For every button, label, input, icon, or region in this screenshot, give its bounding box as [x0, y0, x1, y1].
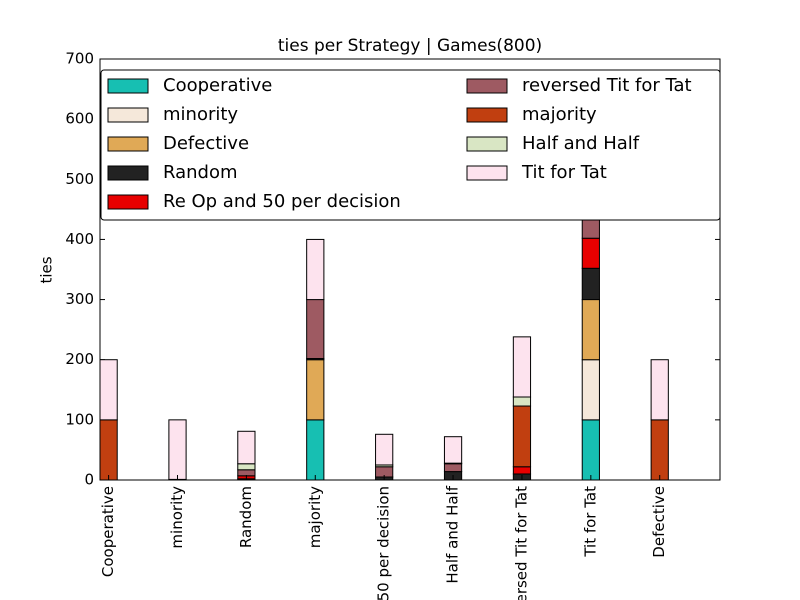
x-tick-label: Defective	[650, 486, 668, 558]
y-tick-label: 0	[84, 471, 94, 489]
bar-segment	[581, 359, 600, 421]
y-tick-label: 400	[65, 230, 94, 248]
x-tick-label: reversed Tit for Tat	[512, 486, 530, 600]
bar-segment	[512, 466, 532, 475]
legend-label: Re Op and 50 per decision	[163, 191, 401, 212]
legend-label: Tit for Tat	[521, 162, 607, 183]
legend-swatch	[107, 194, 149, 210]
y-axis-label: ties	[38, 256, 56, 283]
bar-segment	[512, 405, 532, 468]
bar-segment	[581, 237, 600, 269]
y-tick-label: 700	[65, 50, 94, 68]
x-tick-label: Cooperative	[99, 486, 117, 577]
x-tick-label: Half and Half	[444, 485, 462, 583]
bar-segment	[306, 238, 325, 301]
y-tick-label: 300	[65, 290, 94, 308]
legend-swatch	[466, 136, 508, 152]
legend-label: Defective	[163, 133, 249, 154]
bar-segment	[306, 299, 325, 360]
bar-segment	[237, 469, 256, 477]
bar-segment	[99, 419, 118, 481]
x-tick-label: minority	[168, 486, 186, 549]
legend-label: Half and Half	[522, 133, 640, 154]
x-tick-label: majority	[306, 486, 324, 548]
legend-swatch	[107, 165, 149, 181]
bar-segment	[581, 419, 600, 481]
plot-frame	[99, 58, 721, 481]
legend-swatch	[107, 78, 149, 94]
bar-segment	[237, 430, 256, 465]
y-tick-label: 200	[65, 350, 94, 368]
bar-segment	[650, 359, 669, 421]
x-tick-label: Random	[237, 486, 255, 548]
bar-segment	[512, 396, 532, 407]
bar-segment	[581, 299, 600, 361]
bar-segment	[237, 463, 256, 471]
x-tick-label: Tit for Tat	[581, 486, 599, 558]
legend-label: Cooperative	[163, 75, 272, 96]
bar-segment	[512, 336, 532, 398]
bar-segment	[306, 419, 325, 481]
bar-segment	[443, 436, 463, 464]
bar-segment	[443, 463, 463, 473]
chart-title: ties per Strategy | Games(800)	[278, 36, 542, 56]
legend-swatch	[466, 107, 508, 123]
legend-swatch	[466, 165, 508, 181]
bar-segment	[168, 419, 187, 480]
legend-swatch	[466, 78, 508, 94]
legend-label: Random	[163, 162, 238, 183]
legend-swatch	[107, 136, 149, 152]
x-tick-label: Re Op and 50 per decision	[375, 486, 393, 600]
y-tick-label: 100	[65, 410, 94, 428]
bar-segment	[306, 359, 325, 421]
bar-segment	[99, 359, 118, 421]
legend-label: reversed Tit for Tat	[522, 75, 692, 96]
legend-label: minority	[163, 104, 238, 125]
bar-segment	[375, 433, 394, 466]
y-tick-label: 600	[65, 110, 94, 128]
legend-swatch	[107, 107, 149, 123]
legend-label: majority	[522, 104, 597, 125]
y-tick-label: 500	[65, 170, 94, 188]
bar-segment	[581, 267, 600, 301]
legend-box	[100, 69, 721, 221]
bar-segment	[650, 419, 669, 481]
